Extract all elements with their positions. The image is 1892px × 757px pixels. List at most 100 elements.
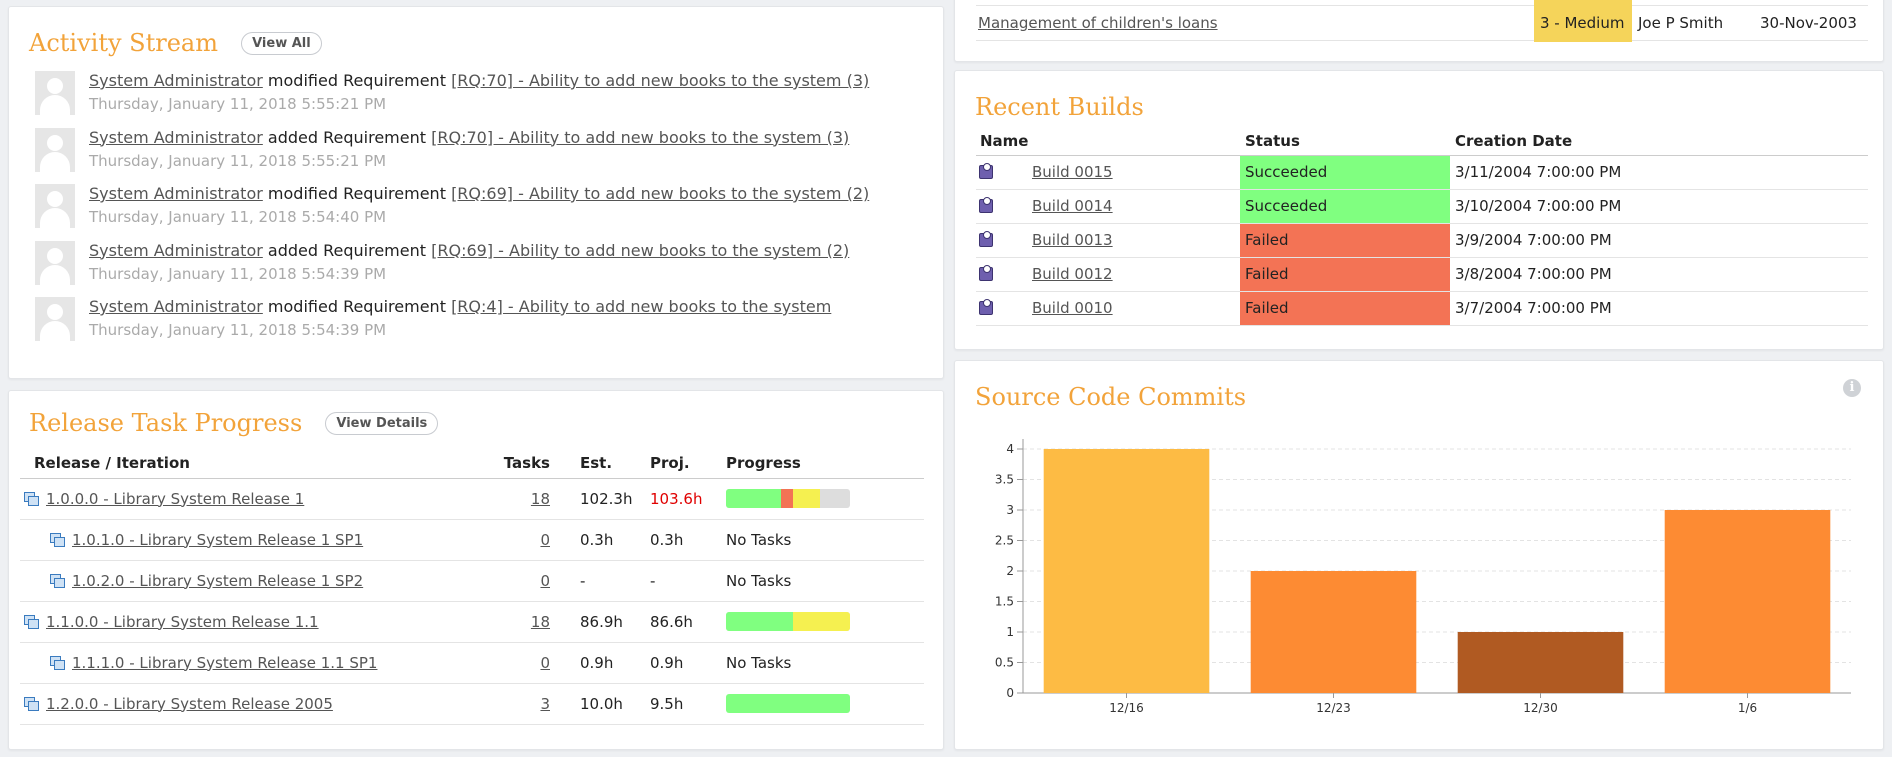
activity-verb: modified Requirement xyxy=(267,71,446,90)
build-status: Failed xyxy=(1240,257,1450,292)
build-link[interactable]: Build 0014 xyxy=(1032,196,1113,215)
build-status: Failed xyxy=(1240,223,1450,258)
release-name-cell: 1.0.1.0 - Library System Release 1 SP1 xyxy=(20,519,500,561)
release-row: 1.1.0.0 - Library System Release 1.1 18 86… xyxy=(20,601,924,643)
release-row: 1.2.0.0 - Library System Release 2005 3 10… xyxy=(20,683,924,725)
y-tick-label: 1 xyxy=(1006,625,1014,639)
progress-segment xyxy=(726,612,793,631)
build-link[interactable]: Build 0012 xyxy=(1032,264,1113,283)
activity-verb: added Requirement xyxy=(267,240,427,260)
activity-artifact-link[interactable]: [RQ:69] - Ability to add new books to th… xyxy=(431,240,850,260)
activity-user-link[interactable]: System Administrator xyxy=(89,184,263,203)
build-icon xyxy=(978,231,996,249)
no-tasks-label: No Tasks xyxy=(726,530,792,549)
build-date: 3/7/2004 7:00:00 PM xyxy=(1450,291,1868,326)
activity-user-link[interactable]: System Administrator xyxy=(89,240,263,260)
header-progress: Progress xyxy=(718,448,924,479)
activity-timestamp: Thursday, January 11, 2018 5:55:21 PM xyxy=(89,95,387,113)
commit-bar[interactable] xyxy=(1664,510,1831,693)
requirement-link[interactable]: Management of children's loans xyxy=(978,14,1218,32)
activity-verb: modified Requirement xyxy=(267,184,446,203)
build-row: Build 0013 Failed 3/9/2004 7:00:00 PM xyxy=(976,223,1868,258)
priority-badge: 3 - Medium xyxy=(1534,0,1632,42)
release-tasks-cell: 3 xyxy=(500,683,564,725)
build-status: Succeeded xyxy=(1240,155,1450,190)
y-tick-label: 2.5 xyxy=(995,534,1014,548)
build-icon xyxy=(978,299,996,317)
header-release: Release / Iteration xyxy=(20,448,500,479)
header-build-name: Name xyxy=(976,127,1240,156)
build-date: 3/10/2004 7:00:00 PM xyxy=(1450,189,1868,224)
y-tick-label: 0 xyxy=(1006,686,1014,700)
release-name-cell: 1.0.2.0 - Library System Release 1 SP2 xyxy=(20,560,500,602)
build-link[interactable]: Build 0013 xyxy=(1032,230,1113,249)
release-tasks-link[interactable]: 3 xyxy=(540,694,550,713)
activity-artifact-link[interactable]: [RQ:70] - Ability to add new books to th… xyxy=(431,127,850,147)
x-tick-label: 12/16 xyxy=(1109,701,1144,715)
activity-stream-panel: Activity Stream View All System Administ… xyxy=(8,6,944,379)
commit-bar[interactable] xyxy=(1250,571,1417,693)
release-tasks-link[interactable]: 0 xyxy=(540,530,550,549)
progress-segment xyxy=(780,489,793,508)
commit-bar[interactable] xyxy=(1457,632,1624,693)
release-est: 0.9h xyxy=(564,642,640,684)
release-link[interactable]: 1.2.0.0 - Library System Release 2005 xyxy=(46,694,333,713)
build-link[interactable]: Build 0015 xyxy=(1032,162,1113,181)
y-tick-label: 1.5 xyxy=(995,595,1014,609)
progress-bar xyxy=(726,489,850,508)
release-link[interactable]: 1.0.2.0 - Library System Release 1 SP2 xyxy=(72,571,364,590)
release-link[interactable]: 1.1.0.0 - Library System Release 1.1 xyxy=(46,612,319,631)
activity-artifact-link[interactable]: [RQ:69] - Ability to add new books to th… xyxy=(451,184,870,203)
release-name-cell: 1.2.0.0 - Library System Release 2005 xyxy=(20,683,500,725)
release-tasks-cell: 0 xyxy=(500,519,564,561)
info-icon[interactable]: i xyxy=(1843,379,1861,397)
release-tasks-link[interactable]: 0 xyxy=(540,571,550,590)
release-icon xyxy=(24,696,40,712)
builds-table: Name Status Creation Date Build 0015 Succ… xyxy=(976,127,1868,326)
release-est: 102.3h xyxy=(564,478,640,520)
release-link[interactable]: 1.0.0.0 - Library System Release 1 xyxy=(46,489,305,508)
release-tasks-cell: 0 xyxy=(500,642,564,684)
activity-user-link[interactable]: System Administrator xyxy=(89,71,263,90)
commit-bar[interactable] xyxy=(1043,449,1210,693)
build-name-cell: Build 0010 xyxy=(976,291,1240,326)
release-proj: - xyxy=(640,560,718,602)
avatar xyxy=(35,71,75,115)
no-tasks-label: No Tasks xyxy=(726,653,792,672)
requirement-date: 30-Nov-2003 xyxy=(1760,14,1857,32)
release-tasks-link[interactable]: 18 xyxy=(530,612,550,631)
release-tasks-cell: 18 xyxy=(500,601,564,643)
avatar xyxy=(35,127,75,172)
release-progress-cell xyxy=(718,478,924,520)
build-icon xyxy=(978,265,996,283)
activity-timestamp: Thursday, January 11, 2018 5:54:39 PM xyxy=(89,264,387,283)
activity-user-link[interactable]: System Administrator xyxy=(89,297,263,316)
release-link[interactable]: 1.1.1.0 - Library System Release 1.1 SP1 xyxy=(72,653,378,672)
header-proj: Proj. xyxy=(640,448,718,479)
y-tick-label: 0.5 xyxy=(995,656,1014,670)
activity-artifact-link[interactable]: [RQ:70] - Ability to add new books to th… xyxy=(451,71,870,90)
x-tick-label: 1/6 xyxy=(1738,701,1757,715)
header-build-status: Status xyxy=(1240,127,1450,156)
activity-artifact-link[interactable]: [RQ:4] - Ability to add new books to the… xyxy=(451,297,832,316)
build-icon xyxy=(978,197,996,215)
release-name-cell: 1.0.0.0 - Library System Release 1 xyxy=(20,478,500,520)
activity-line: System Administrator modified Requiremen… xyxy=(89,184,869,203)
release-row: 1.1.1.0 - Library System Release 1.1 SP1… xyxy=(20,642,924,684)
activity-verb: modified Requirement xyxy=(267,297,446,316)
y-tick-label: 3.5 xyxy=(995,473,1014,487)
y-tick-label: 3 xyxy=(1006,503,1014,517)
release-tasks-link[interactable]: 0 xyxy=(540,653,550,672)
activity-timestamp: Thursday, January 11, 2018 5:54:39 PM xyxy=(89,321,387,339)
view-details-button[interactable]: View Details xyxy=(325,411,439,435)
release-est: 10.0h xyxy=(564,683,640,725)
activity-line: System Administrator added Requirement [… xyxy=(89,241,849,260)
activity-timestamp: Thursday, January 11, 2018 5:55:21 PM xyxy=(89,151,387,170)
release-link[interactable]: 1.0.1.0 - Library System Release 1 SP1 xyxy=(72,530,364,549)
build-link[interactable]: Build 0010 xyxy=(1032,298,1113,317)
build-row: Build 0014 Succeeded 3/10/2004 7:00:00 PM xyxy=(976,189,1868,224)
activity-user-link[interactable]: System Administrator xyxy=(89,127,263,147)
build-row: Build 0010 Failed 3/7/2004 7:00:00 PM xyxy=(976,291,1868,326)
view-all-button[interactable]: View All xyxy=(241,31,322,55)
release-tasks-link[interactable]: 18 xyxy=(530,489,550,508)
